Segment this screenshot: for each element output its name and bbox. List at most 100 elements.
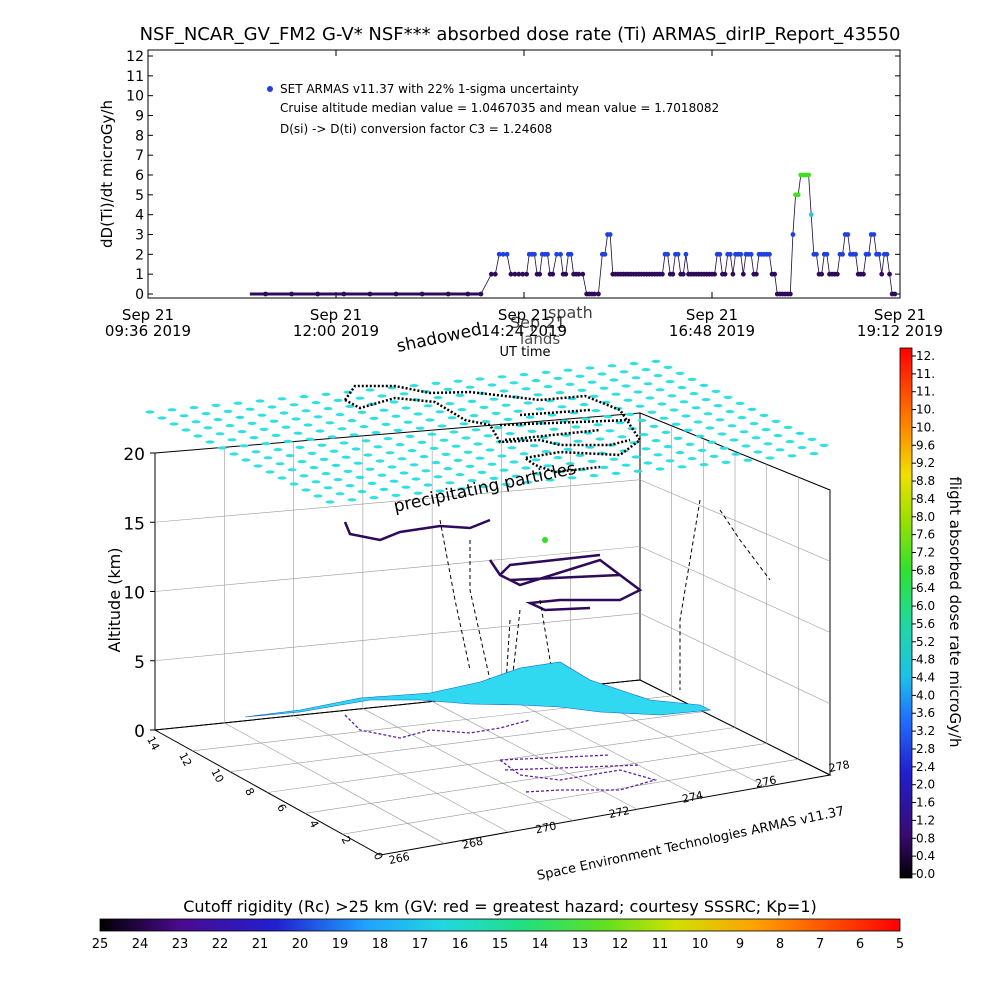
dose-rate-point <box>871 232 877 237</box>
particle-dash <box>331 463 341 467</box>
particle-dash <box>743 458 753 462</box>
dose-rate-point <box>592 291 597 297</box>
particle-dash <box>255 399 265 403</box>
cutoff-tick-label: 19 <box>332 937 349 952</box>
cutoff-rigidity-title: Cutoff rigidity (Rc) >25 km (GV: red = g… <box>183 897 817 916</box>
x3d-tick-label: 276 <box>754 773 777 790</box>
particle-dash <box>357 490 367 494</box>
particle-dash <box>263 456 273 460</box>
dose-rate-point <box>558 251 563 257</box>
particle-dash <box>213 418 223 422</box>
dose-rate-point <box>568 251 574 257</box>
particle-dash <box>543 385 553 389</box>
x-tick-label-date: Sep 21 <box>686 306 738 324</box>
dose-rate-point <box>683 251 689 257</box>
particle-dash <box>487 462 497 466</box>
particle-dash <box>519 452 529 456</box>
particle-dash <box>607 364 617 368</box>
colorbar-tick-label: 11. <box>916 385 935 399</box>
cutoff-tick-label: 24 <box>132 937 149 952</box>
particle-dash <box>567 476 577 480</box>
particle-dash <box>269 419 279 423</box>
y-tick-label: 12 <box>126 49 144 65</box>
dose-rate-point <box>722 271 728 277</box>
particle-dash <box>415 426 425 430</box>
particle-dash <box>211 403 221 407</box>
z-tick-label: 20 <box>123 445 145 465</box>
particle-dash <box>619 370 629 374</box>
particle-dash <box>653 374 663 378</box>
particle-dash <box>509 460 519 464</box>
particle-dash <box>739 430 749 434</box>
particle-dash <box>351 447 361 451</box>
particle-dash <box>497 375 507 379</box>
particle-dash <box>227 438 237 442</box>
particle-dash <box>555 391 565 395</box>
particle-dash <box>399 471 409 475</box>
particle-dash <box>285 454 295 458</box>
y-tick-label: 10 <box>126 89 144 105</box>
ground-dose-projection <box>244 661 712 718</box>
particle-dash <box>265 470 275 474</box>
particle-dash <box>759 413 769 417</box>
particle-dash <box>687 377 697 381</box>
particle-dash <box>475 456 485 460</box>
particle-dash <box>541 370 551 374</box>
particle-dash <box>493 426 503 430</box>
particle-dash <box>315 429 325 433</box>
particle-dash <box>405 434 415 438</box>
particle-dash <box>357 410 367 414</box>
x-tick-label-time: 19:12 2019 <box>857 322 943 340</box>
cutoff-tick-label: 11 <box>652 937 669 952</box>
dose-rate-point <box>576 271 582 277</box>
particle-dash <box>453 379 463 383</box>
particle-dash <box>629 362 639 366</box>
particle-dash <box>277 397 287 401</box>
particle-dash <box>689 392 699 396</box>
colorbar-tick-label: 0.0 <box>916 867 935 881</box>
x3d-tick-label: 272 <box>608 804 631 821</box>
particle-dash <box>229 452 239 456</box>
particle-dash <box>681 414 691 418</box>
grid-line <box>154 546 641 592</box>
particle-dash <box>491 411 501 415</box>
colorbar-tick-label: 1.6 <box>916 796 935 810</box>
particle-dash <box>513 409 523 413</box>
particle-dash <box>751 436 761 440</box>
particle-dash <box>731 452 741 456</box>
colorbar-tick-label: 6.8 <box>916 563 935 577</box>
particle-dash <box>629 441 639 445</box>
y3d-tick-label: 0 <box>371 850 386 862</box>
z-tick-label: 5 <box>134 653 145 673</box>
particle-dash <box>549 427 559 431</box>
particle-dash <box>417 440 427 444</box>
y-tick-label: 9 <box>135 109 144 125</box>
colorbar-tick-label: 4.0 <box>916 688 935 702</box>
particle-dash <box>479 485 489 489</box>
legend-marker-label: SET ARMAS v11.37 with 22% 1-sigma uncert… <box>280 82 579 96</box>
y-tick-label: 0 <box>135 287 144 303</box>
particle-dash <box>485 448 495 452</box>
particle-dash <box>423 404 433 408</box>
particle-dash <box>359 425 369 429</box>
dose-rate-point <box>845 232 851 237</box>
cutoff-tick-label: 10 <box>692 937 709 952</box>
particle-dash <box>289 403 299 407</box>
dose-rate-point <box>876 251 882 257</box>
particle-dash <box>379 487 389 491</box>
altitude-axis-label: Altitude (km) <box>105 548 124 653</box>
particle-dash <box>651 359 661 363</box>
particle-dash <box>661 430 671 434</box>
annotation-shadowed: shadowed <box>395 319 484 357</box>
particle-dash <box>711 389 721 393</box>
particle-dash <box>273 448 283 452</box>
particle-dash <box>319 457 329 461</box>
dose-rate-point <box>717 251 723 257</box>
particle-dash <box>753 450 763 454</box>
dose-rate-point <box>866 251 872 257</box>
y-tick-label: 3 <box>135 228 144 244</box>
dose-rate-point <box>892 291 898 297</box>
particle-dash <box>499 468 509 472</box>
y3d-tick-label: 6 <box>274 802 289 814</box>
particle-dash <box>585 445 595 449</box>
